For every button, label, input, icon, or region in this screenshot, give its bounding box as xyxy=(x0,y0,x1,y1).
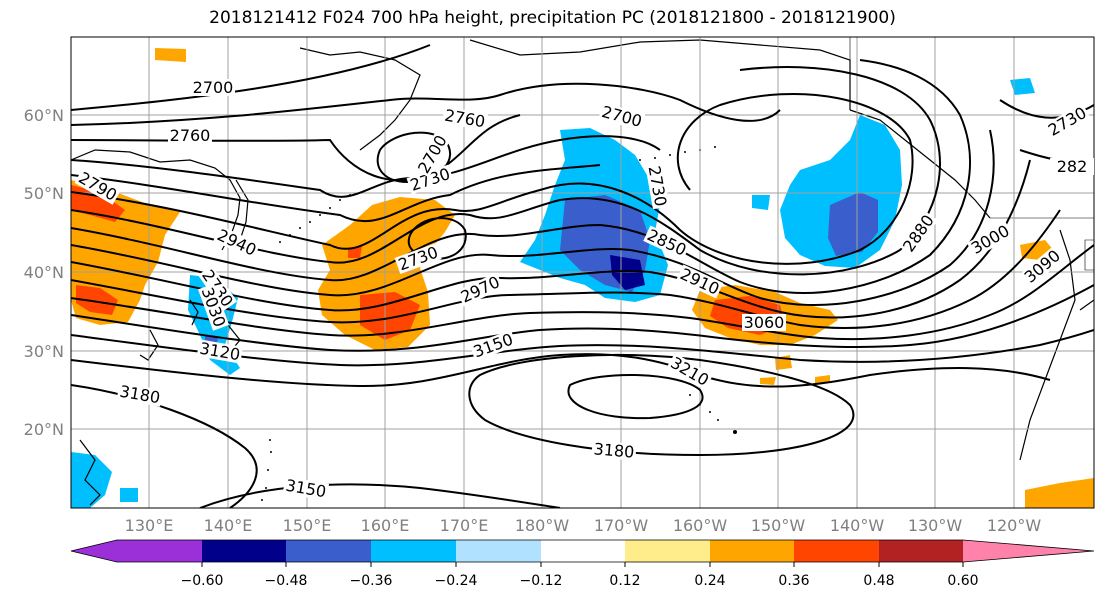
colorbar-left-extension xyxy=(71,540,117,562)
colorbar-segment xyxy=(625,540,710,562)
latitude-label: 40°N xyxy=(24,263,64,282)
longitude-label: 130°E xyxy=(125,516,174,535)
contour-label: 2700 xyxy=(193,78,234,97)
colorbar-segment xyxy=(541,540,625,562)
contour-label-background xyxy=(394,242,442,274)
contour-label-background xyxy=(1043,103,1091,140)
contour-label-background xyxy=(645,162,670,210)
contour-label-background xyxy=(116,382,164,407)
colorbar-segment xyxy=(202,540,286,562)
contour-label-background xyxy=(898,210,938,257)
contour-label-background xyxy=(196,339,244,364)
longitude-label: 140°W xyxy=(830,516,885,535)
contour-label-background xyxy=(456,272,504,307)
contour-label: 3180 xyxy=(593,439,635,461)
colorbar-tick-label: −0.60 xyxy=(181,573,224,589)
contour-label-background xyxy=(191,79,235,96)
contour-label-background xyxy=(406,164,454,195)
colorbar-tick-label: −0.36 xyxy=(350,573,393,589)
colorbar-segment xyxy=(794,540,879,562)
longitude-label: 160°E xyxy=(361,516,410,535)
contour-label-background xyxy=(414,130,451,178)
colorbar-tick-label: 0.36 xyxy=(778,573,809,589)
contour-label-background xyxy=(666,353,714,390)
longitude-labels: 130°E 140°E 150°E 160°E 170°E 180°W 170°W 160°W… xyxy=(125,516,1042,535)
longitude-label: 140°E xyxy=(204,516,253,535)
height-contours xyxy=(71,44,1094,508)
contour-label-background xyxy=(966,221,1014,258)
colorbar-segment xyxy=(371,540,456,562)
contour-label-background xyxy=(168,127,212,144)
latitude-label: 30°N xyxy=(24,342,64,361)
map-title: 2018121412 F024 700 hPa height, precipit… xyxy=(209,8,896,28)
longitude-label: 150°E xyxy=(283,516,332,535)
map-layer xyxy=(71,37,1094,508)
longitude-label: 120°W xyxy=(987,516,1042,535)
contour-label-background xyxy=(441,106,489,131)
contour-label: 3060 xyxy=(744,313,785,332)
contour-label: 282 xyxy=(1057,157,1088,176)
latitude-label: 20°N xyxy=(24,420,64,439)
latitude-label: 50°N xyxy=(24,184,64,203)
contour-label-background xyxy=(1020,245,1065,288)
longitude-label: 150°W xyxy=(751,516,806,535)
contour-label-background xyxy=(198,265,238,312)
contour-label-background xyxy=(74,168,122,205)
latitude-labels: 60°N 50°N 40°N 30°N 20°N xyxy=(24,106,64,439)
longitude-label: 180°W xyxy=(515,516,570,535)
colorbar-tick-label: −0.24 xyxy=(435,573,478,589)
longitude-label: 130°W xyxy=(908,516,963,535)
longitude-label: 170°E xyxy=(440,516,489,535)
colorbar-tick-label: 0.48 xyxy=(863,573,894,589)
colorbar-right-extension xyxy=(963,540,1094,562)
colorbar-tick-label: −0.12 xyxy=(520,573,563,589)
colorbar-tick-label: 0.24 xyxy=(694,573,725,589)
colorbar-tick-label: −0.48 xyxy=(265,573,308,589)
contour-label-background xyxy=(198,283,230,331)
latitude-label: 60°N xyxy=(24,106,64,125)
colorbar-segment xyxy=(710,540,794,562)
contour-label-background xyxy=(742,314,786,331)
contour-label-background xyxy=(643,225,691,260)
longitude-label: 160°W xyxy=(673,516,728,535)
colorbar-tick-label: 0.12 xyxy=(609,573,640,589)
contour-label-background xyxy=(676,264,724,299)
contour-label-background xyxy=(282,476,330,501)
colorbar-segment xyxy=(286,540,371,562)
colorbar-segment xyxy=(117,540,202,562)
colorbar-tick-label: 0.60 xyxy=(947,573,978,589)
colorbar-segment xyxy=(879,540,963,562)
longitude-label: 170°W xyxy=(594,516,649,535)
colorbar: −0.60 −0.48 −0.36 −0.24 −0.12 0.12 0.24 0.36 0.4… xyxy=(70,539,1095,589)
contour-label-background xyxy=(469,329,517,361)
map-frame xyxy=(70,36,1095,509)
contour-label-background xyxy=(1050,158,1094,175)
contour-label-background xyxy=(598,102,646,131)
contour-label: 2760 xyxy=(170,126,211,145)
contour-label-background xyxy=(591,440,637,461)
contour-label-background xyxy=(213,225,261,260)
precipitation-shading xyxy=(71,48,1094,508)
colorbar-segment xyxy=(456,540,541,562)
